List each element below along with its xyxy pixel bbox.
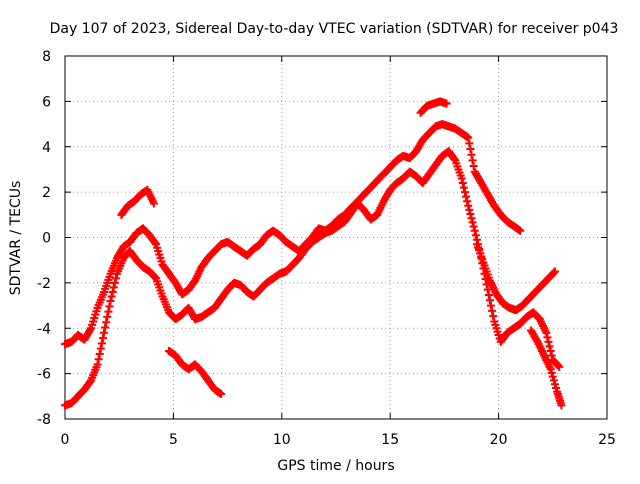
data-point — [557, 401, 566, 410]
data-point — [93, 360, 102, 369]
y-tick-label: 8 — [42, 49, 51, 65]
series-SDTVAR-top — [416, 97, 451, 117]
data-point — [149, 199, 158, 208]
data-point — [543, 333, 552, 342]
data-point — [463, 197, 472, 206]
y-tick-label: -6 — [37, 367, 51, 383]
data-point — [552, 383, 561, 392]
chart-title: Day 107 of 2023, Sidereal Day-to-day VTE… — [50, 21, 619, 37]
data-point — [488, 306, 497, 315]
data-point — [547, 351, 556, 360]
data-point — [467, 150, 476, 159]
data-point — [95, 349, 104, 358]
data-point — [546, 346, 555, 355]
y-axis-label: SDTVAR / TECUs — [8, 181, 24, 296]
data-point — [466, 145, 475, 154]
x-tick-label: 10 — [273, 432, 291, 448]
series-SDTVAR-upper — [61, 120, 525, 349]
y-tick-label: -2 — [37, 276, 51, 292]
series-SDTVAR-lower — [61, 147, 564, 410]
data-point — [464, 133, 473, 142]
y-tick-label: -4 — [37, 321, 51, 337]
data-point — [458, 179, 467, 188]
data-point — [104, 307, 113, 316]
x-tick-label: 0 — [61, 432, 70, 448]
series-SDTVAR-peak — [117, 185, 158, 219]
data-point — [468, 156, 477, 165]
data-point — [485, 296, 494, 305]
data-point — [110, 278, 119, 287]
data-point — [98, 334, 107, 343]
y-tick-label: -8 — [37, 412, 51, 428]
data-point — [487, 301, 496, 310]
data-point — [109, 283, 118, 292]
data-point — [469, 162, 478, 171]
data-point — [546, 365, 555, 374]
marker-layer — [61, 97, 566, 410]
data-point — [554, 361, 563, 370]
data-point — [468, 218, 477, 227]
data-point — [106, 297, 115, 306]
data-point — [547, 368, 556, 377]
data-point — [107, 292, 116, 301]
x-axis-label: GPS time / hours — [277, 458, 394, 474]
data-point — [484, 290, 493, 299]
data-point — [467, 214, 476, 223]
data-point — [465, 139, 474, 148]
data-point — [457, 174, 466, 183]
data-point — [549, 268, 558, 277]
data-point — [108, 287, 117, 296]
data-point — [450, 154, 459, 163]
grid-layer — [65, 56, 607, 419]
series-SDTVAR-descend-b — [527, 326, 566, 410]
data-point — [217, 390, 226, 399]
data-point — [550, 380, 559, 389]
y-tick-label: 0 — [42, 231, 51, 247]
x-tick-label: 5 — [169, 432, 178, 448]
data-point — [544, 337, 553, 346]
data-point — [470, 226, 479, 235]
series-SDTVAR-mid — [165, 346, 226, 399]
data-point — [150, 273, 159, 282]
tick-layer: 0 5 10 15 20 25 -8 -6 -4 -2 0 2 4 6 8 — [37, 49, 616, 448]
data-point — [549, 376, 558, 385]
data-point — [105, 302, 114, 311]
data-point — [489, 312, 498, 321]
data-point — [101, 323, 110, 332]
data-point — [102, 318, 111, 327]
y-tick-label: 2 — [42, 185, 51, 201]
x-tick-label: 20 — [490, 432, 508, 448]
data-point — [555, 362, 564, 371]
data-point — [85, 377, 94, 386]
data-point — [459, 183, 468, 192]
data-point — [96, 344, 105, 353]
data-point — [548, 372, 557, 381]
x-tick-label: 25 — [598, 432, 616, 448]
data-point — [516, 226, 525, 235]
data-point — [462, 192, 471, 201]
series-SDTVAR-descend-a — [472, 240, 559, 315]
y-tick-label: 6 — [42, 94, 51, 110]
y-tick-label: 4 — [42, 140, 51, 156]
data-point — [471, 231, 480, 240]
x-tick-label: 15 — [381, 432, 399, 448]
data-point — [97, 339, 106, 348]
data-point — [100, 328, 109, 337]
data-point — [550, 267, 559, 276]
data-point — [464, 201, 473, 210]
data-point — [442, 99, 451, 108]
data-point — [111, 274, 120, 283]
data-point — [466, 210, 475, 219]
data-point — [94, 355, 103, 364]
data-point — [103, 312, 112, 321]
data-point — [469, 222, 478, 231]
data-point — [465, 205, 474, 214]
data-point — [545, 342, 554, 351]
data-point — [150, 238, 159, 247]
data-point — [460, 188, 469, 197]
data-point — [542, 328, 551, 337]
